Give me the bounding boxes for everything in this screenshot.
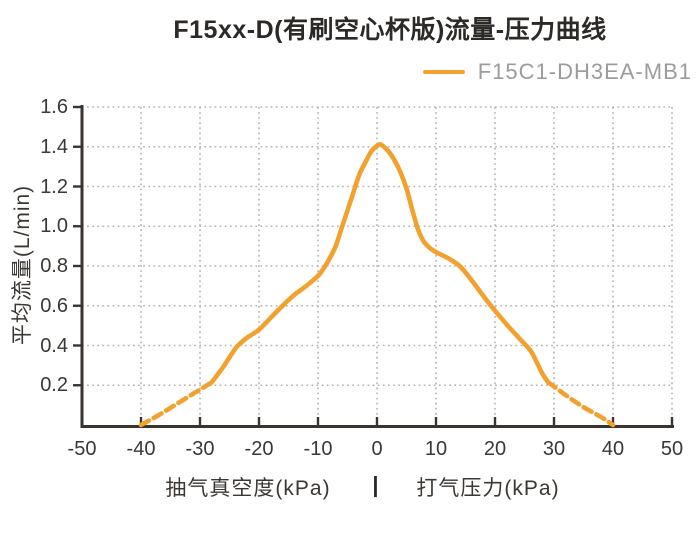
x-axis-title-separator: | (372, 472, 380, 497)
x-tick-label: 10 (424, 438, 448, 460)
y-tick-label: 0.8 (40, 255, 68, 277)
x-tick-label: 0 (371, 438, 383, 460)
curve-dashed-segment (138, 380, 215, 428)
x-tick-label: -50 (67, 438, 97, 460)
x-tick-label: 20 (483, 438, 507, 460)
curve-dashed-segment (545, 380, 616, 428)
x-tick-label: -10 (303, 438, 333, 460)
x-axis-title-left: 抽气真空度(kPa) (165, 477, 331, 500)
chart-title: F15xx-D(有刷空心杯版)流量-压力曲线 (173, 16, 607, 44)
x-axis-title-row: 抽气真空度(kPa) | 打气压力(kPa) (82, 472, 672, 500)
y-tick-label: 0.6 (40, 294, 68, 317)
plot-area (73, 105, 674, 428)
legend-line-swatch (422, 69, 465, 75)
x-axis-title-right: 打气压力(kPa) (416, 477, 560, 500)
x-tick-label: -30 (185, 438, 215, 460)
x-tick-label: -20 (244, 438, 274, 460)
y-tick-label: 1.2 (40, 175, 68, 198)
x-tick-label: 50 (660, 438, 684, 460)
x-tick-label: -40 (126, 438, 156, 460)
flow-pressure-curve-svg (73, 105, 674, 428)
x-tick-label: 40 (601, 438, 625, 460)
y-tick-label: 1.0 (40, 215, 68, 238)
y-tick-label: 1.6 (40, 96, 68, 118)
y-tick-label: 1.4 (40, 135, 68, 158)
y-tick-label: 0.2 (40, 374, 68, 397)
curve-solid-segment (209, 142, 551, 385)
x-tick-label: 30 (542, 438, 566, 460)
legend-series-label: F15C1-DH3EA-MB1 (477, 59, 692, 84)
legend: F15C1-DH3EA-MB1 (422, 58, 692, 86)
y-tick-label: 0.4 (40, 334, 68, 357)
